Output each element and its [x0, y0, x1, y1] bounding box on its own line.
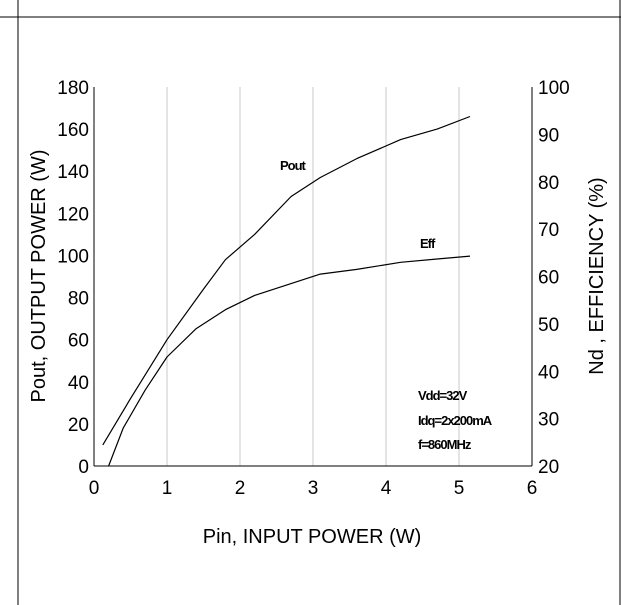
- y-tick-label: 80: [68, 289, 89, 310]
- y-tick-label: 40: [68, 373, 89, 394]
- y2-tick-label: 90: [538, 125, 559, 146]
- axes: [93, 87, 533, 467]
- y-tick-label: 160: [57, 120, 89, 141]
- annotation-freq: f=860MHz: [418, 437, 472, 452]
- x-tick-labels: 0 1 2 3 4 5 6: [89, 478, 538, 499]
- x-tick-label: 1: [162, 478, 173, 499]
- y2-tick-label: 60: [538, 268, 559, 289]
- x-tick-label: 3: [308, 478, 319, 499]
- series-lines: [102, 115, 471, 467]
- y2-tick-labels: 20 30 40 50 60 70 80 90 100: [538, 78, 570, 478]
- annotation-vdd: Vdd=32V: [418, 388, 468, 403]
- y2-tick-label: 50: [538, 315, 559, 336]
- y-tick-label: 180: [57, 78, 89, 99]
- series-label-eff: Eff: [420, 236, 436, 251]
- x-tick-label: 6: [527, 478, 538, 499]
- y2-axis-title: Nd , EFFICIENCY (%): [586, 177, 608, 374]
- series-line-eff: [108, 255, 471, 467]
- annotation-idq: Idq=2x200mA: [418, 413, 493, 428]
- x-tick-label: 2: [235, 478, 246, 499]
- y-tick-label: 0: [78, 457, 89, 478]
- y-tick-label: 60: [68, 331, 89, 352]
- y-tick-label: 100: [57, 246, 89, 267]
- y2-tick-label: 80: [538, 173, 559, 194]
- y-tick-label: 140: [57, 162, 89, 183]
- y-tick-label: 20: [68, 415, 89, 436]
- plot-area: 0 1 2 3 4 5 6 0 20 40 60 80 100 120 140 160 180 20 30 40 5…: [57, 78, 569, 499]
- y-tick-label: 120: [57, 204, 89, 225]
- y2-tick-label: 70: [538, 220, 559, 241]
- y-axis-title: Pout, OUTPUT POWER (W): [28, 150, 50, 403]
- series-line-pout: [102, 115, 471, 446]
- x-axis-title: Pin, INPUT POWER (W): [203, 526, 422, 548]
- y2-tick-label: 40: [538, 362, 559, 383]
- series-label-pout: Pout: [280, 158, 307, 173]
- y2-tick-label: 100: [538, 78, 570, 99]
- y-tick-labels: 0 20 40 60 80 100 120 140 160 180: [57, 78, 89, 478]
- x-tick-label: 5: [454, 478, 465, 499]
- x-tick-label: 0: [89, 478, 100, 499]
- x-tick-label: 4: [381, 478, 392, 499]
- y2-tick-label: 20: [538, 457, 559, 478]
- y2-tick-label: 30: [538, 410, 559, 431]
